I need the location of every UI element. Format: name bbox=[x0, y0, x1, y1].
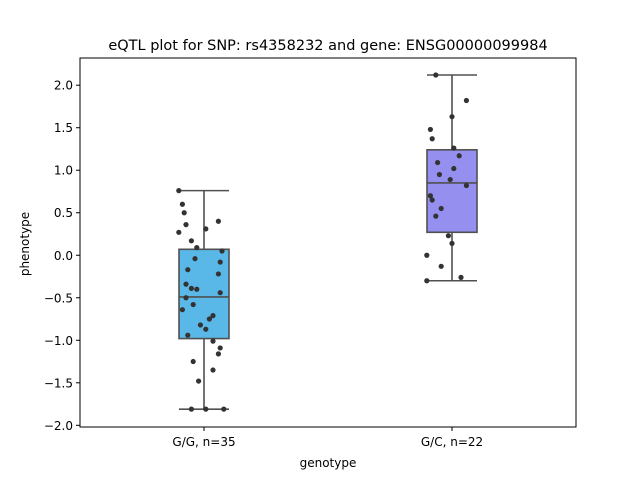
data-point bbox=[196, 378, 202, 384]
data-point bbox=[210, 338, 216, 344]
data-point bbox=[183, 295, 189, 301]
data-point bbox=[429, 136, 435, 142]
data-point bbox=[215, 218, 221, 224]
x-tick-label: G/C, n=22 bbox=[421, 435, 483, 449]
y-axis-label: phenotype bbox=[18, 212, 32, 276]
y-tick-label: −1.5 bbox=[44, 376, 73, 390]
data-point bbox=[183, 222, 189, 228]
plot-frame bbox=[79, 57, 577, 428]
y-tick-label: −1.0 bbox=[44, 334, 73, 348]
data-point bbox=[221, 406, 227, 412]
y-tick-label: −0.5 bbox=[44, 291, 73, 305]
data-point bbox=[217, 290, 223, 296]
data-point bbox=[451, 165, 457, 172]
data-point bbox=[215, 351, 221, 357]
data-point bbox=[188, 285, 194, 292]
y-tick-label: 1.0 bbox=[54, 164, 73, 178]
data-point bbox=[433, 213, 439, 219]
data-point bbox=[424, 278, 430, 284]
data-point bbox=[438, 263, 444, 269]
data-point bbox=[438, 205, 444, 212]
data-point bbox=[451, 145, 457, 151]
plot-area bbox=[176, 72, 478, 412]
data-point bbox=[447, 176, 453, 183]
data-point bbox=[206, 316, 212, 322]
data-point bbox=[190, 301, 196, 308]
data-point bbox=[194, 245, 200, 251]
data-point bbox=[185, 332, 191, 338]
data-point bbox=[210, 367, 216, 373]
data-point bbox=[210, 313, 216, 319]
data-point bbox=[458, 274, 464, 280]
data-point bbox=[217, 259, 223, 265]
data-point bbox=[179, 307, 185, 313]
y-tick-label: 2.0 bbox=[54, 79, 73, 93]
data-point bbox=[203, 326, 209, 332]
chart-title: eQTL plot for SNP: rs4358232 and gene: E… bbox=[108, 38, 547, 54]
data-point bbox=[433, 72, 439, 78]
data-point bbox=[463, 182, 469, 189]
data-point bbox=[436, 171, 442, 178]
y-tick-label: 0.0 bbox=[54, 249, 73, 263]
data-point bbox=[179, 201, 185, 207]
data-point bbox=[449, 114, 455, 120]
data-point bbox=[449, 240, 455, 246]
data-point bbox=[188, 238, 194, 244]
data-point bbox=[203, 406, 209, 412]
data-point bbox=[215, 271, 221, 277]
data-point bbox=[190, 358, 196, 365]
data-point bbox=[176, 229, 182, 235]
box-group bbox=[176, 188, 230, 412]
data-point bbox=[194, 286, 200, 292]
data-point bbox=[192, 256, 198, 262]
iqr-box bbox=[426, 149, 478, 234]
data-point bbox=[435, 159, 441, 166]
data-point bbox=[219, 248, 225, 254]
box-group bbox=[424, 72, 478, 284]
data-point bbox=[427, 126, 433, 133]
data-point bbox=[185, 267, 191, 273]
data-point bbox=[197, 322, 203, 328]
x-axis-label: genotype bbox=[300, 456, 357, 470]
y-tick-label: 0.5 bbox=[54, 206, 73, 220]
data-point bbox=[188, 406, 194, 412]
data-point bbox=[176, 188, 182, 194]
data-point bbox=[429, 197, 435, 203]
data-point bbox=[424, 252, 430, 258]
data-point bbox=[183, 281, 189, 287]
data-point bbox=[456, 153, 462, 159]
y-tick-label: 1.5 bbox=[54, 121, 73, 135]
data-point bbox=[181, 210, 187, 216]
data-point bbox=[427, 193, 433, 199]
data-point bbox=[217, 345, 223, 351]
x-tick-label: G/G, n=35 bbox=[172, 435, 235, 449]
data-point bbox=[463, 97, 469, 104]
data-point bbox=[445, 233, 451, 239]
data-point bbox=[203, 226, 209, 232]
y-tick-label: −2.0 bbox=[44, 419, 73, 433]
